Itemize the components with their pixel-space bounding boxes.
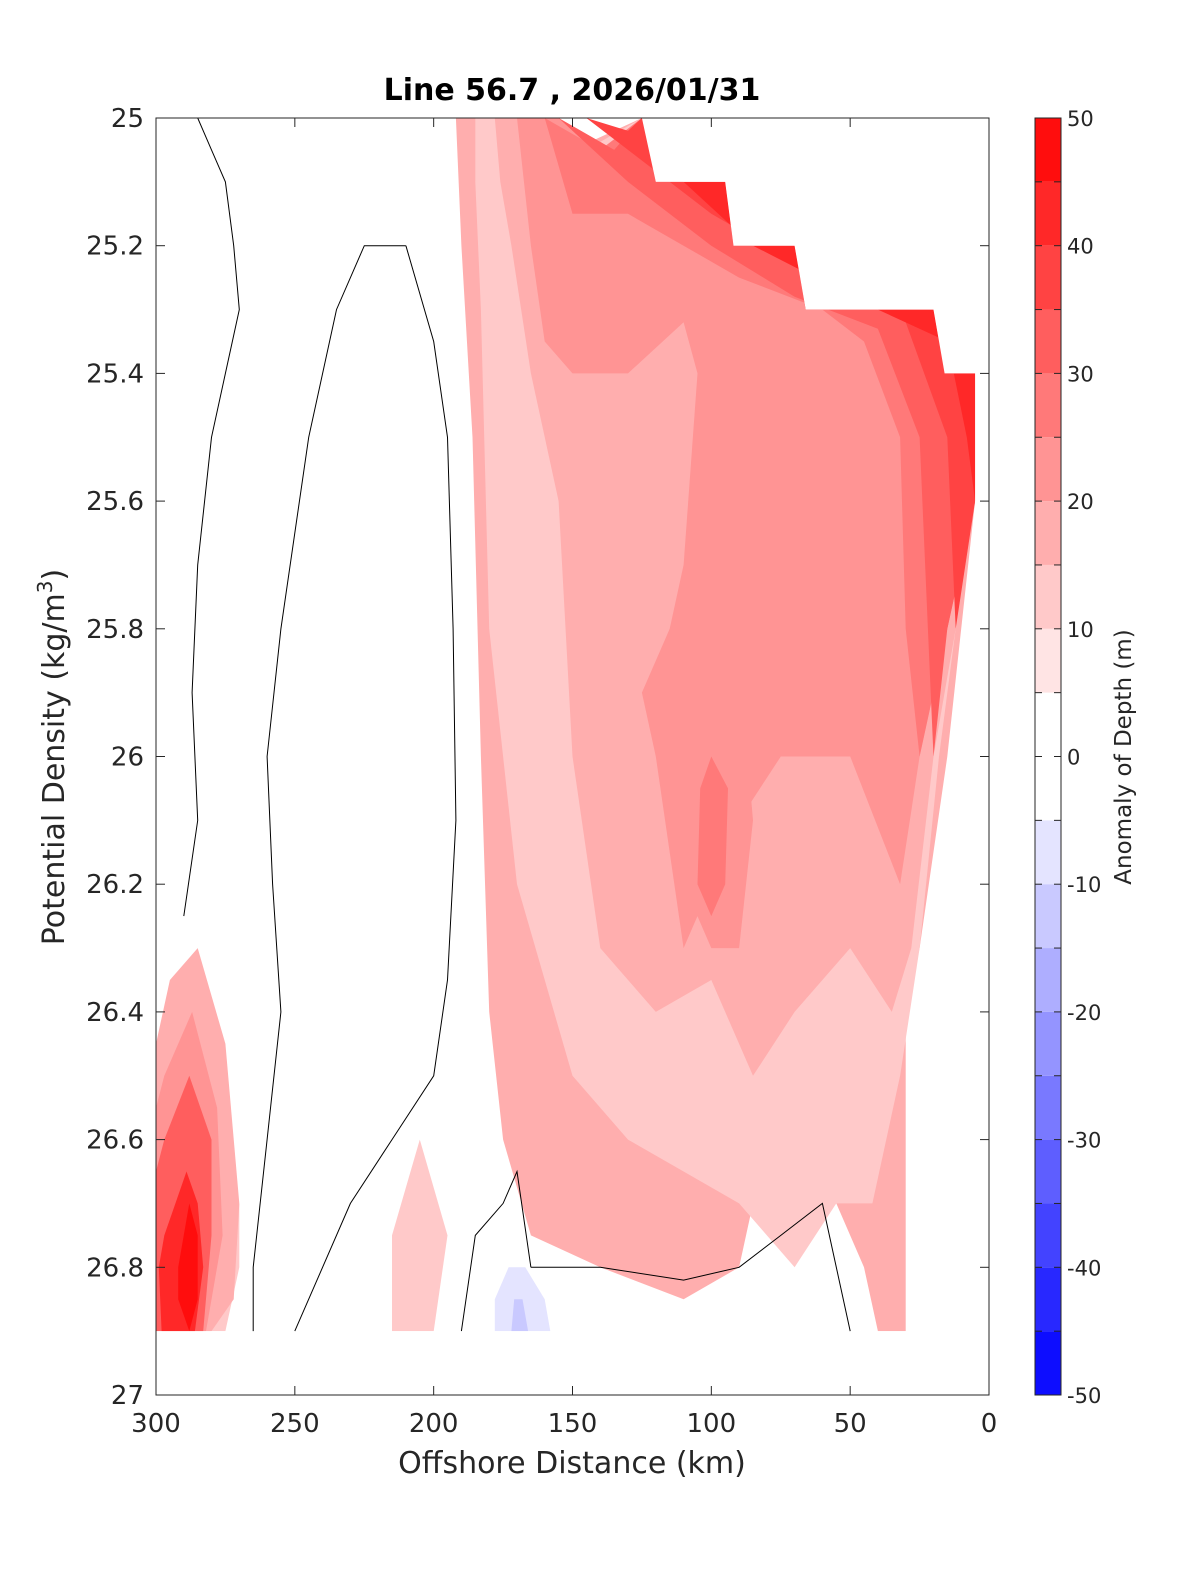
colorbar-segment: [1035, 1075, 1061, 1140]
colorbar-tick-label: 0: [1067, 746, 1080, 770]
zero-contour-line: [530, 1202, 851, 1332]
colorbar-tick-label: 50: [1067, 107, 1094, 131]
colorbar-tick-label: -10: [1067, 873, 1101, 897]
colorbar-segment: [1035, 1011, 1061, 1076]
chart-title: Line 56.7 , 2026/01/31: [384, 73, 761, 108]
contour-region: [697, 756, 728, 917]
x-tick-label: 100: [687, 1409, 737, 1439]
y-tick-label: 25.4: [86, 359, 144, 389]
contour-region: [156, 149, 168, 374]
colorbar-segment: [1035, 118, 1061, 182]
y-tick-label: 26.8: [86, 1253, 144, 1283]
x-axis-ticks: 300 250 200 150 100 50 0: [131, 118, 997, 1439]
colorbar-segment: [1035, 1331, 1061, 1395]
contour-region: [308, 533, 462, 1076]
contour-region: [494, 1267, 551, 1332]
colorbar-segment: [1035, 1139, 1061, 1204]
zero-contour-line: [252, 245, 406, 1332]
y-tick-label: 26.6: [86, 1126, 144, 1156]
y-tick-label: 25: [111, 104, 144, 134]
zero-contour-lines: [183, 117, 851, 1332]
colorbar-border: [1034, 117, 1062, 1396]
colorbar-title: Anomaly of Depth (m): [1111, 629, 1137, 884]
colorbar-tick-label: 40: [1067, 235, 1094, 259]
colorbar-tick-label: -30: [1067, 1129, 1101, 1153]
colorbar-segment: [1035, 1203, 1061, 1268]
colorbar-segment: [1035, 628, 1061, 693]
colorbar-segment: [1035, 692, 1061, 757]
colorbar-segment: [1035, 437, 1061, 502]
y-tick-label: 25.6: [86, 487, 144, 517]
zero-contour-line: [294, 245, 457, 1332]
y-tick-label: 26.2: [86, 870, 144, 900]
empty-top-right-mask: [156, 118, 989, 374]
x-tick-label: 150: [548, 1409, 598, 1439]
y-tick-label: 25.8: [86, 615, 144, 645]
colorbar-segment: [1035, 181, 1061, 246]
x-tick-label: 300: [131, 1409, 181, 1439]
contour-region: [178, 1203, 198, 1332]
colorbar-segment: [1035, 948, 1061, 1012]
x-tick-label: 50: [834, 1409, 867, 1439]
zero-contour-line: [183, 117, 240, 917]
colorbar-tick-label: -40: [1067, 1256, 1101, 1280]
y-axis-label: Potential Density (kg/m3): [33, 569, 72, 945]
x-axis-label: Offshore Distance (km): [398, 1446, 746, 1481]
colorbar-segment: [1035, 564, 1061, 629]
colorbar: 50 40 30 20 10 0 -10 -20 -30 -40 -50: [1034, 107, 1101, 1408]
colorbar-segment: [1035, 1267, 1061, 1332]
colorbar-segment: [1035, 501, 1061, 565]
y-tick-label: 26: [111, 743, 144, 773]
colorbar-segment: [1035, 309, 1061, 374]
contour-region: [739, 1267, 851, 1332]
colorbar-tick-label: 30: [1067, 362, 1094, 386]
contour-region: [392, 1139, 448, 1332]
zero-contour-line: [460, 1169, 532, 1332]
colorbar-segment: [1035, 756, 1061, 821]
colorbar-tick-label: 20: [1067, 490, 1094, 514]
colorbar-segment: [1035, 884, 1061, 949]
empty-bottom-mask: [156, 1331, 989, 1395]
x-tick-label: 0: [981, 1409, 998, 1439]
colorbar-segment: [1035, 373, 1061, 438]
colorbar-tick-label: -20: [1067, 1001, 1101, 1025]
y-tick-label: 25.2: [86, 232, 144, 262]
x-tick-label: 200: [409, 1409, 459, 1439]
colorbar-segment: [1035, 245, 1061, 310]
contour-region: [511, 1299, 529, 1332]
colorbar-tick-label: -50: [1067, 1384, 1101, 1408]
colorbar-tick-label: 10: [1067, 618, 1094, 642]
y-tick-label: 27: [111, 1381, 144, 1411]
data-extent-mask: [156, 118, 989, 1395]
y-axis-ticks: 25 25.2 25.4 25.6 25.8 26 26.2 26.4 26.6 26.8 27: [86, 104, 989, 1411]
x-tick-label: 250: [270, 1409, 320, 1439]
colorbar-segment: [1035, 820, 1061, 885]
y-tick-label: 26.4: [86, 998, 144, 1028]
